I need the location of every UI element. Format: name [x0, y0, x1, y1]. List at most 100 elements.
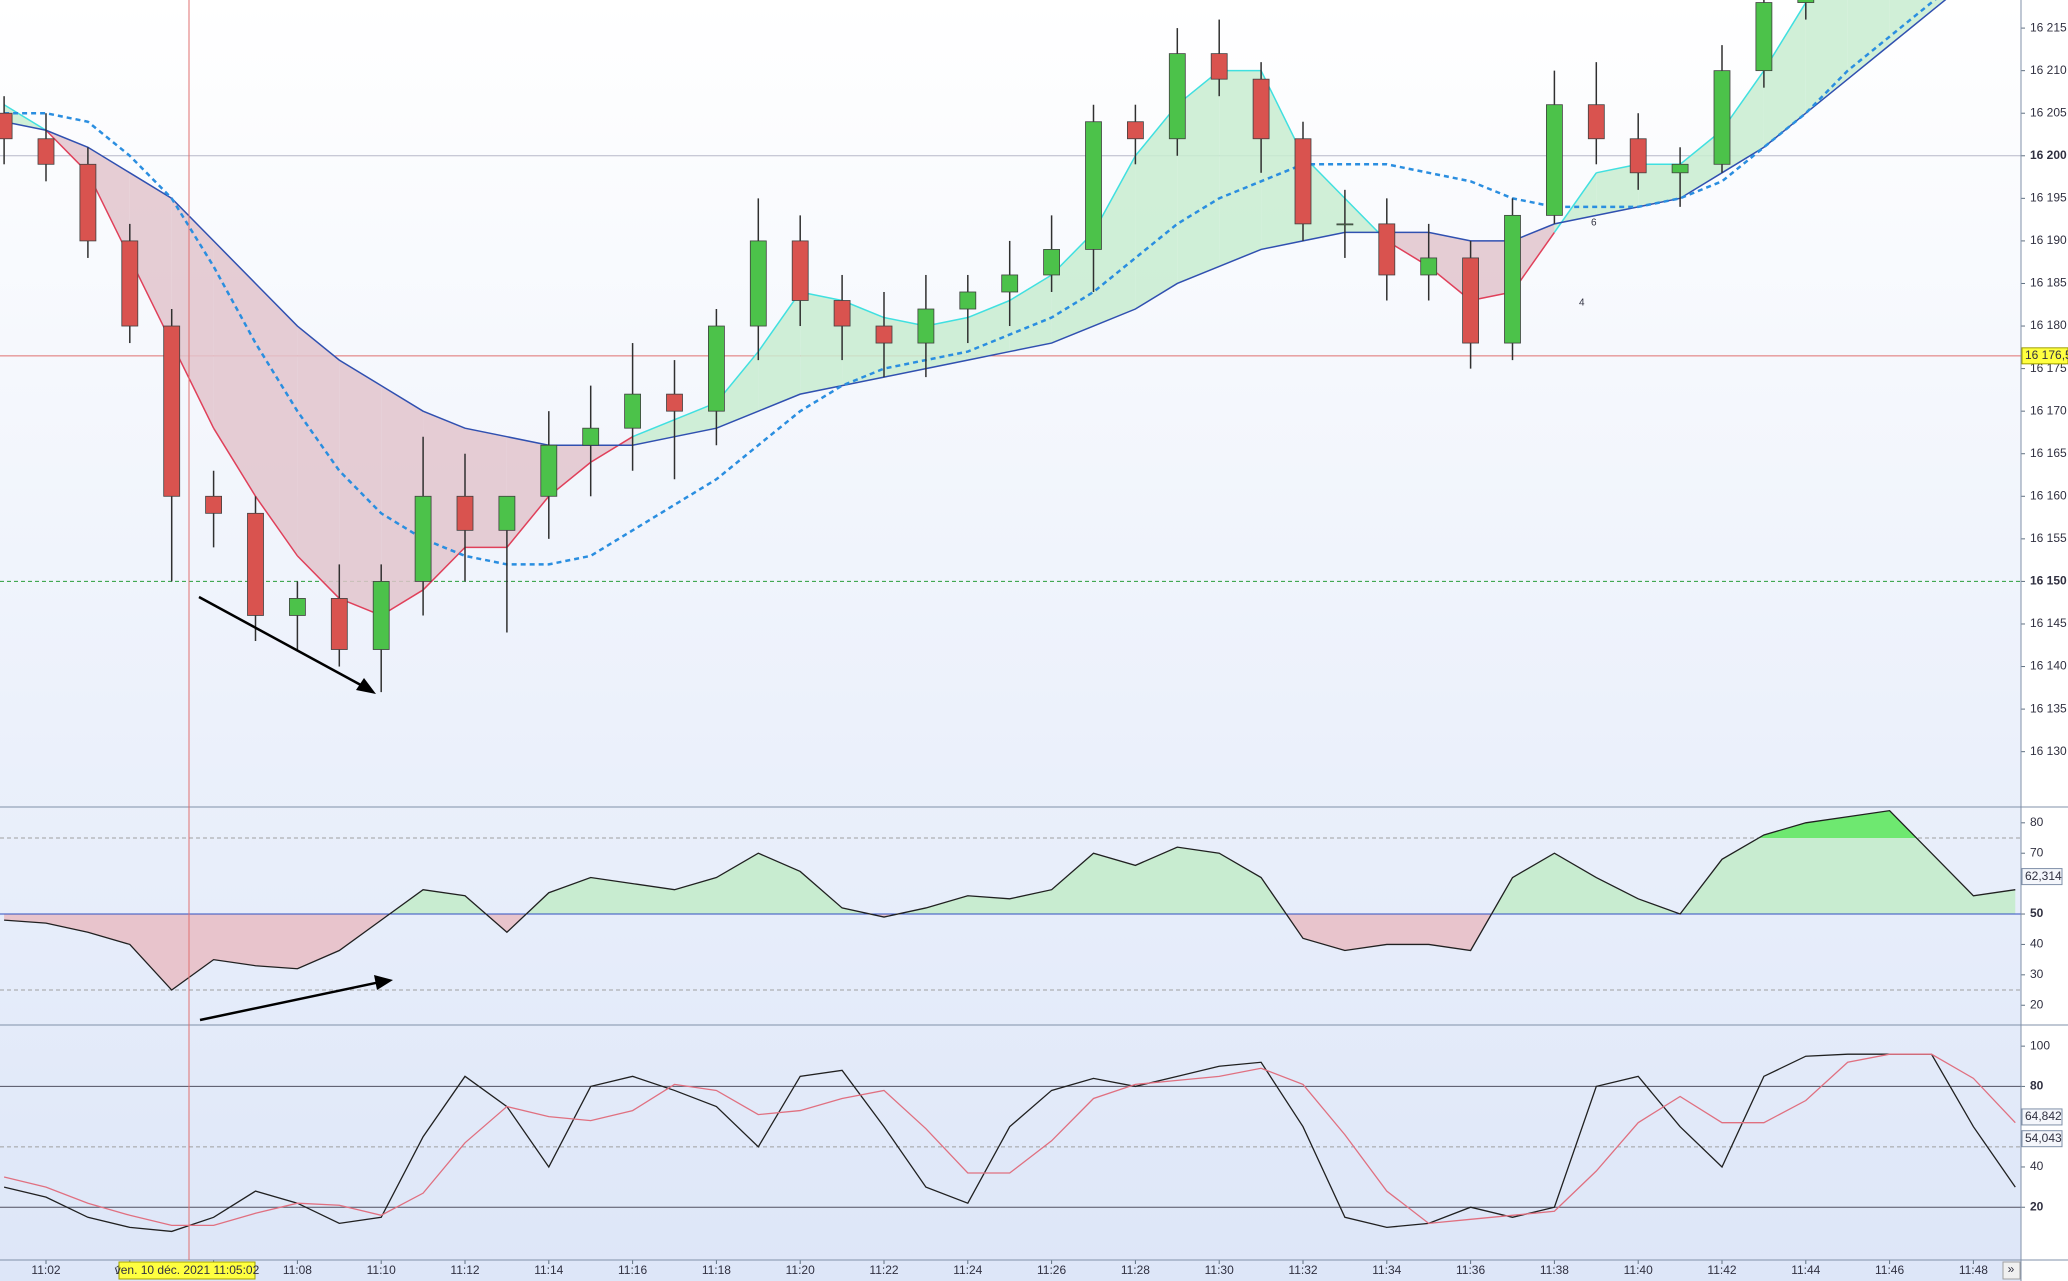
- ma-line: [422, 546, 466, 591]
- panel: [0, 809, 2021, 991]
- y-tick-label: 16 170: [2030, 403, 2067, 417]
- y-tick-label: 16 195: [2030, 191, 2067, 205]
- ma-fill: [87, 147, 130, 258]
- candle-body: [1755, 2, 1773, 72]
- ma-fill: [1680, 130, 1722, 199]
- y-tick-label: 16 180: [2030, 318, 2067, 332]
- y-tick-label: 16 190: [2030, 233, 2067, 247]
- y-tick-label: 80: [2030, 1079, 2044, 1093]
- rsi-area: [4, 914, 2016, 991]
- x-tick-label: 11:30: [1205, 1263, 1234, 1277]
- y-tick-label: 30: [2030, 967, 2044, 981]
- ma-line: [4, 0, 1937, 566]
- candle-body: [498, 495, 516, 531]
- x-tick-label: 11:24: [953, 1263, 982, 1277]
- ma-fill: [1428, 232, 1471, 301]
- candle-body: [1462, 257, 1479, 344]
- y-tick-label: 16 135: [2030, 701, 2067, 715]
- y-tick-label: 40: [2030, 1159, 2044, 1173]
- ma-fill: [967, 300, 1010, 361]
- x-tick-label: 11:28: [1121, 1263, 1150, 1277]
- candle-body: [1210, 53, 1228, 80]
- candle-body: [666, 393, 683, 412]
- candle-body: [121, 240, 139, 327]
- candle-body: [540, 444, 558, 497]
- candle-body: [0, 112, 13, 140]
- candle-body: [1336, 223, 1354, 226]
- x-tick-label: 11:40: [1624, 1263, 1653, 1277]
- scroll-button-label[interactable]: »: [2008, 1262, 2015, 1276]
- panel: [0, 0, 2021, 693]
- y-tick-label: 70: [2030, 845, 2044, 859]
- x-tick-label: 11:46: [1875, 1263, 1904, 1277]
- candle-body: [1043, 249, 1060, 276]
- ma-fill: [297, 326, 340, 599]
- candle-body: [414, 495, 432, 582]
- x-tick-label: 11:18: [702, 1263, 731, 1277]
- trend-arrow: [198, 595, 371, 692]
- ma-fill: [1638, 164, 1681, 207]
- ma-fill: [758, 291, 801, 412]
- x-tick-label: 11:12: [450, 1263, 479, 1277]
- y-tick-label: 40: [2030, 937, 2044, 951]
- candle-body: [1252, 78, 1270, 140]
- x-tick-label: 11:42: [1707, 1263, 1736, 1277]
- candle-body: [330, 598, 348, 650]
- ma-line: [296, 555, 340, 599]
- y-tick-label: 100: [2030, 1038, 2050, 1052]
- x-tick-label: 11:08: [283, 1263, 312, 1277]
- candle-body: [1168, 53, 1186, 140]
- indicator-line: [3, 1053, 2016, 1227]
- y-tick-label: 16 150: [2030, 574, 2067, 588]
- x-tick-label: 11:16: [618, 1263, 647, 1277]
- readout: 54,043: [2025, 1131, 2062, 1145]
- candle-body: [163, 325, 181, 497]
- ma-fill: [1763, 2, 1806, 148]
- ma-fill: [171, 198, 214, 429]
- ma-line: [632, 418, 675, 438]
- cursor-label: ven. 10 déc. 2021 11:05:02: [115, 1263, 260, 1277]
- y-tick-label: 16 155: [2030, 531, 2067, 545]
- panel: [0, 1053, 2021, 1233]
- ma-fill: [1303, 155, 1345, 241]
- readout-box: [2021, 1130, 2063, 1148]
- ma-fill: [842, 300, 884, 386]
- ma-fill: [129, 172, 172, 344]
- y-tick-label: 16 205: [2030, 105, 2067, 119]
- cursor-label-box: [118, 1261, 256, 1280]
- scroll-button[interactable]: [2002, 1261, 2021, 1280]
- ma-fill: [925, 317, 968, 369]
- ma-fill: [1847, 0, 1890, 80]
- y-tick-label: 20: [2030, 1199, 2044, 1213]
- candle-body: [1378, 223, 1396, 276]
- ma-fill: [674, 402, 717, 437]
- ma-fill: [1722, 70, 1764, 173]
- y-tick-label: 16 210: [2030, 63, 2067, 77]
- candle-body: [749, 240, 767, 327]
- ma-fill: [632, 419, 675, 446]
- candle-body: [1671, 163, 1689, 174]
- candle-body: [917, 308, 935, 344]
- x-tick-label: 11:32: [1288, 1263, 1317, 1277]
- rsi-area: [4, 810, 2016, 915]
- candle-body: [1420, 257, 1438, 276]
- ma-fill: [1596, 164, 1639, 216]
- ma-fill: [548, 445, 591, 497]
- candle-body: [1587, 104, 1605, 140]
- y-tick-label: 16 130: [2030, 744, 2067, 758]
- ma-fill: [1177, 70, 1220, 284]
- price-axis: [2021, 0, 2068, 1281]
- indicator-line: [4, 809, 2016, 991]
- ma-fill: [213, 240, 256, 497]
- y-tick-label: 16 185: [2030, 276, 2067, 290]
- ma-fill: [465, 428, 507, 548]
- ma-fill: [1261, 70, 1303, 250]
- candle-body: [1127, 121, 1144, 140]
- y-tick-label: 16 200: [2030, 148, 2067, 162]
- ma-fill: [381, 385, 424, 616]
- candle-body: [1629, 138, 1647, 174]
- candle-body: [708, 325, 725, 412]
- y-tick-label: 16 160: [2030, 488, 2067, 502]
